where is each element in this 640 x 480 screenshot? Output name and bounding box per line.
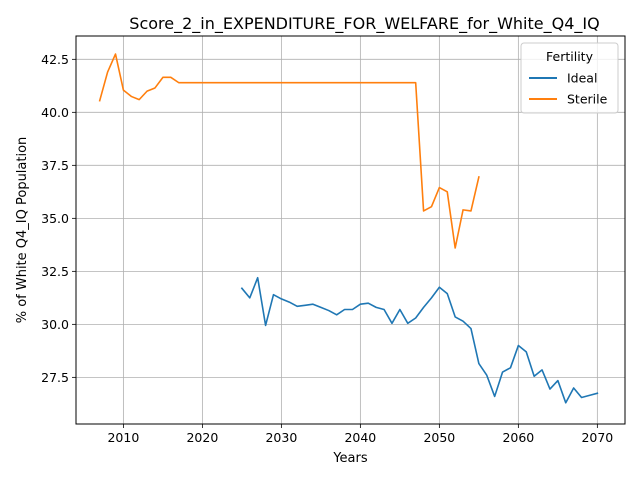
x-tick-label: 2010 [107, 430, 139, 445]
y-tick-label: 35.0 [41, 211, 69, 226]
x-tick-label: 2070 [581, 430, 613, 445]
y-axis-label: % of White Q4_IQ Population [15, 137, 30, 324]
chart-title: Score_2_in_EXPENDITURE_FOR_WELFARE_for_W… [129, 14, 599, 34]
y-axis-ticks: 27.5 30.0 32.5 35.0 37.5 40.0 42.5 [41, 52, 76, 385]
legend-label-ideal: Ideal [567, 71, 597, 86]
y-tick-label: 30.0 [41, 317, 69, 332]
y-tick-label: 37.5 [41, 158, 69, 173]
y-tick-label: 32.5 [41, 264, 69, 279]
series-layer [98, 53, 599, 404]
series-line-ideal [240, 276, 599, 404]
y-tick-label: 27.5 [41, 370, 69, 385]
series-line-sterile [98, 53, 480, 249]
plot-frame [75, 35, 626, 425]
legend: Fertility Ideal Sterile [520, 42, 619, 114]
legend-label-sterile: Sterile [567, 92, 608, 107]
x-axis-label: Years [332, 451, 368, 466]
x-axis-ticks: 2010 2020 2030 2040 2050 2060 2070 [107, 424, 613, 445]
legend-title: Fertility [546, 49, 594, 64]
legend-box [520, 42, 619, 114]
x-tick-label: 2060 [502, 430, 534, 445]
x-tick-label: 2020 [186, 430, 218, 445]
y-tick-label: 40.0 [41, 105, 69, 120]
x-tick-label: 2040 [344, 430, 376, 445]
y-tick-label: 42.5 [41, 52, 69, 67]
x-tick-label: 2030 [265, 430, 297, 445]
x-tick-label: 2050 [423, 430, 455, 445]
